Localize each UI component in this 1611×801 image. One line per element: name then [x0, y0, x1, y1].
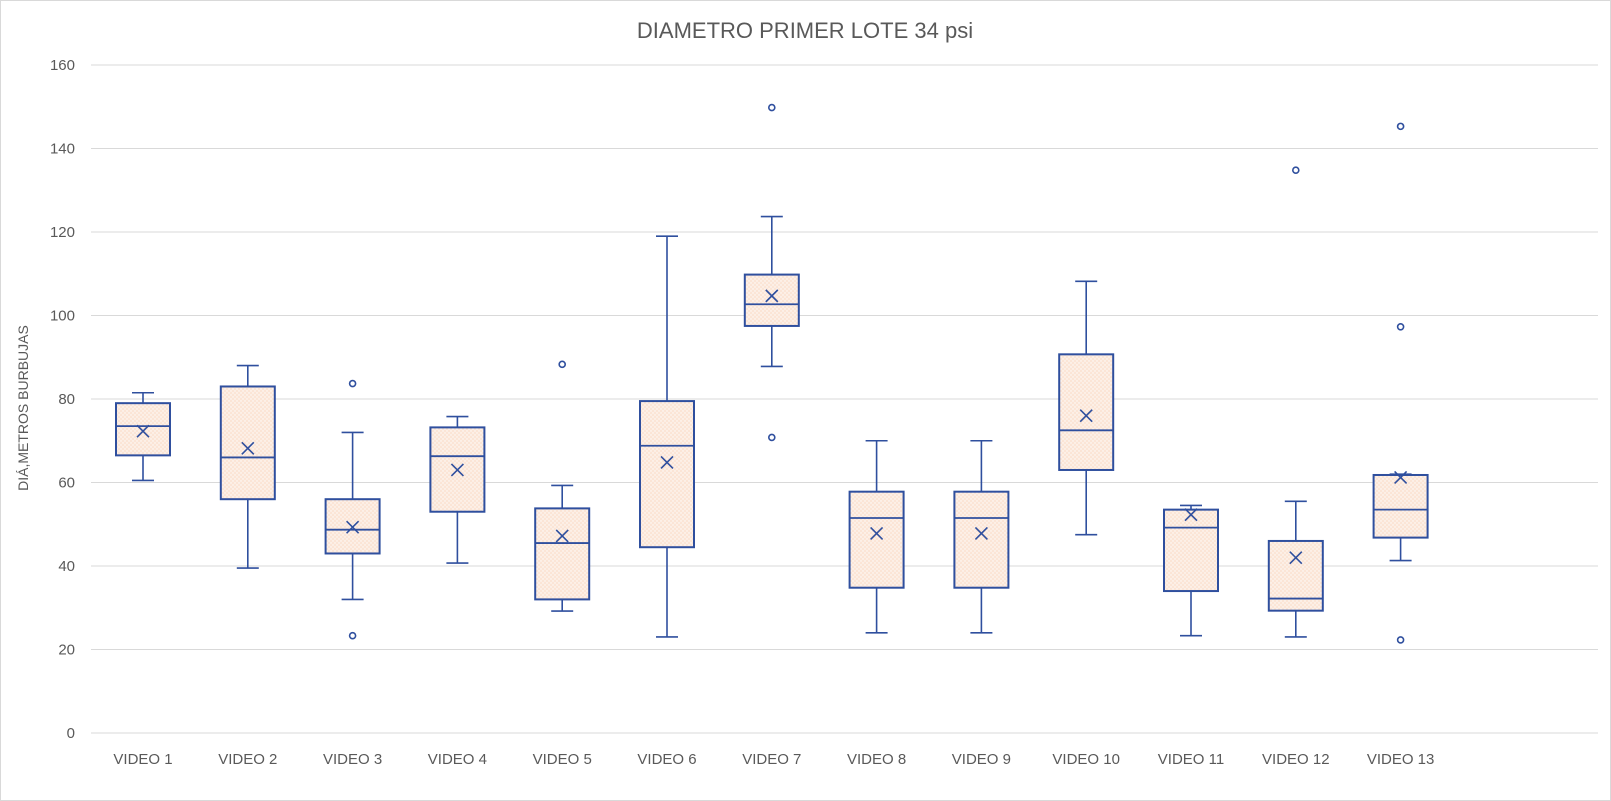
x-tick-label: VIDEO 3: [323, 751, 382, 768]
box-group: [1058, 280, 1115, 536]
box-group: [115, 391, 171, 482]
interquartile-box: [534, 507, 591, 601]
chart-title: DIAMETRO PRIMER LOTE 34 psi: [637, 18, 973, 43]
mean-marker: [1079, 409, 1093, 423]
box-group: [953, 439, 1010, 634]
y-tick-label: 120: [50, 224, 75, 241]
mean-marker: [660, 455, 674, 470]
y-tick-label: 60: [58, 475, 75, 492]
x-tick-label: VIDEO 2: [218, 751, 277, 768]
x-tick-label: VIDEO 7: [742, 751, 801, 768]
mean-marker: [1394, 470, 1408, 485]
x-tick-label: VIDEO 12: [1262, 751, 1330, 768]
gridlines: [91, 64, 1598, 734]
box-group: [848, 439, 905, 634]
interquartile-box: [219, 385, 276, 501]
mean-marker: [241, 441, 255, 455]
mean-marker: [450, 463, 464, 477]
mean-marker: [346, 520, 360, 534]
outlier-point: [1396, 122, 1405, 131]
interquartile-box: [1372, 473, 1429, 539]
x-tick-label: VIDEO 9: [952, 751, 1011, 768]
outlier-point: [767, 103, 776, 112]
x-tick-label: VIDEO 13: [1367, 751, 1435, 768]
box-group: [1267, 166, 1324, 638]
interquartile-box: [324, 498, 381, 555]
box-group: [429, 415, 486, 564]
x-tick-label: VIDEO 6: [637, 751, 696, 768]
y-tick-label: 20: [58, 642, 75, 659]
x-tick-label: VIDEO 5: [533, 751, 592, 768]
outlier-point: [558, 360, 567, 369]
box-group: [743, 103, 800, 442]
y-axis-title: DIÁ,METROS BURBUJAS: [15, 325, 31, 491]
box-group: [219, 364, 276, 569]
x-tick-label: VIDEO 1: [113, 751, 172, 768]
y-tick-label: 0: [67, 725, 75, 742]
interquartile-box: [743, 273, 800, 327]
y-tick-label: 80: [58, 391, 75, 408]
y-tick-label: 160: [50, 57, 75, 74]
box-group: [534, 360, 591, 612]
outlier-point: [348, 631, 357, 640]
interquartile-box: [1058, 353, 1115, 471]
interquartile-box: [115, 402, 171, 457]
interquartile-box: [1267, 539, 1324, 612]
mean-marker: [974, 526, 988, 541]
x-tick-label: VIDEO 10: [1052, 751, 1120, 768]
outlier-point: [1292, 166, 1300, 175]
y-tick-label: 100: [50, 308, 75, 325]
box-group: [639, 235, 695, 638]
outlier-point: [1396, 322, 1405, 331]
mean-marker: [1289, 551, 1303, 565]
plot-area: [115, 103, 1429, 644]
outlier-point: [1396, 636, 1405, 644]
mean-marker: [870, 526, 884, 541]
mean-marker: [555, 529, 569, 543]
mean-marker: [1184, 508, 1198, 522]
mean-marker: [765, 289, 779, 303]
x-axis-ticks: VIDEO 1 VIDEO 2 VIDEO 3 VIDEO 4 VIDEO 5 VIDEO…: [113, 751, 1434, 768]
x-tick-label: VIDEO 11: [1158, 751, 1224, 768]
x-tick-label: VIDEO 4: [428, 751, 487, 768]
box-group: [324, 379, 381, 640]
interquartile-box: [639, 400, 695, 549]
outlier-point: [348, 379, 357, 388]
interquartile-box: [1163, 508, 1219, 593]
y-tick-label: 40: [58, 558, 75, 575]
interquartile-box: [953, 490, 1010, 589]
box-group: [1163, 504, 1219, 637]
box-group: [1372, 122, 1429, 644]
y-axis-ticks: 0 20 40 60 80 100 120 140 160: [50, 57, 75, 742]
outlier-point: [767, 433, 776, 442]
mean-marker: [136, 424, 150, 438]
x-tick-label: VIDEO 8: [847, 751, 906, 768]
interquartile-box: [848, 490, 905, 589]
y-tick-label: 140: [50, 141, 75, 158]
